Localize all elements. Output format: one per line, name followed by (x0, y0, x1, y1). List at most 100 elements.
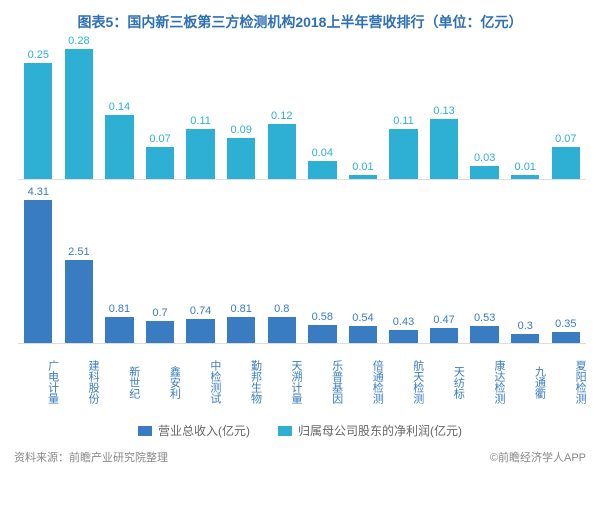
value-label: 0.11 (180, 115, 221, 127)
value-label: 0.47 (424, 314, 465, 326)
legend-item: 营业总收入(亿元) (138, 422, 250, 439)
bar (268, 124, 296, 180)
bar (308, 161, 336, 180)
legend-label: 营业总收入(亿元) (158, 422, 250, 439)
bar (470, 166, 498, 180)
x-axis-label: 鑫安利 (140, 350, 181, 414)
bar-slot: 0.58 (302, 325, 343, 344)
bar-slot: 0.7 (140, 321, 181, 344)
bar-slot: 0.54 (343, 326, 384, 344)
footer: 资料来源：前瞻产业研究院整理 ©前瞻经济学人APP (0, 439, 600, 465)
bar-slot: 0.25 (18, 63, 59, 180)
x-axis-label: 中检测试 (180, 350, 221, 414)
source-text: 资料来源：前瞻产业研究院整理 (14, 449, 168, 465)
x-axis-label: 天纺标 (424, 350, 465, 414)
bar-slot: 0.11 (180, 129, 221, 180)
bar (430, 328, 458, 344)
bar (65, 49, 93, 180)
bar-slot: 0.09 (221, 138, 262, 180)
value-label: 0.01 (343, 161, 384, 173)
bar (65, 260, 93, 344)
legend-label: 归属母公司股东的净利润(亿元) (298, 422, 462, 439)
value-label: 0.25 (18, 49, 59, 61)
bar-slot: 4.31 (18, 200, 59, 344)
x-axis-label: 夏阳检测 (546, 350, 587, 414)
x-axis-label: 九通衢 (505, 350, 546, 414)
value-label: 0.07 (546, 133, 587, 145)
value-label: 0.13 (424, 105, 465, 117)
bar (227, 317, 255, 344)
bar (186, 319, 214, 344)
x-axis-label: 倍通检测 (343, 350, 384, 414)
bar (389, 129, 417, 180)
bar-slot: 0.14 (99, 115, 140, 180)
value-label: 0.81 (221, 303, 262, 315)
value-label: 0.09 (221, 124, 262, 136)
value-label: 0.81 (99, 303, 140, 315)
value-label: 0.53 (464, 312, 505, 324)
x-axis-label: 广电计量 (18, 350, 59, 414)
value-label: 2.51 (59, 246, 100, 258)
value-label: 0.04 (302, 147, 343, 159)
bar-slot: 0.11 (383, 129, 424, 180)
value-label: 0.3 (505, 320, 546, 332)
bar-slot: 0.43 (383, 330, 424, 344)
bar (268, 317, 296, 344)
bar (146, 147, 174, 180)
bar-slot: 0.47 (424, 328, 465, 344)
baseline (18, 343, 586, 344)
legend-swatch (138, 426, 152, 436)
value-label: 0.07 (140, 133, 181, 145)
x-axis-label: 天溯计量 (261, 350, 302, 414)
legend: 营业总收入(亿元) 归属母公司股东的净利润(亿元) (0, 422, 600, 439)
revenue-bars: 4.312.510.810.70.740.810.80.580.540.430.… (18, 194, 586, 344)
bar-slot: 0.81 (99, 317, 140, 344)
bar-slot: 0.03 (464, 166, 505, 180)
chart-area: 0.250.280.140.070.110.090.120.040.010.11… (0, 40, 600, 344)
value-label: 0.03 (464, 152, 505, 164)
value-label: 0.43 (383, 316, 424, 328)
x-axis-label: 勤邦生物 (221, 350, 262, 414)
value-label: 0.12 (261, 110, 302, 122)
bar-slot: 0.74 (180, 319, 221, 344)
revenue-panel: 4.312.510.810.70.740.810.80.580.540.430.… (18, 194, 586, 344)
x-axis-label: 康达检测 (464, 350, 505, 414)
value-label: 0.7 (140, 307, 181, 319)
bar-slot: 0.04 (302, 161, 343, 180)
value-label: 0.28 (59, 35, 100, 47)
x-axis-label: 建科股份 (59, 350, 100, 414)
bar-slot: 0.07 (140, 147, 181, 180)
bar (349, 326, 377, 344)
value-label: 0.11 (383, 115, 424, 127)
value-label: 0.35 (546, 318, 587, 330)
bar (430, 119, 458, 180)
x-axis-label: 新世纪 (99, 350, 140, 414)
bar (105, 115, 133, 180)
bar (24, 200, 52, 344)
bar-slot: 0.13 (424, 119, 465, 180)
bar-slot: 0.81 (221, 317, 262, 344)
baseline (18, 179, 586, 180)
bar-slot: 0.28 (59, 49, 100, 180)
profit-bars: 0.250.280.140.070.110.090.120.040.010.11… (18, 40, 586, 180)
x-axis-label: 航天检测 (383, 350, 424, 414)
bar (552, 147, 580, 180)
legend-item: 归属母公司股东的净利润(亿元) (278, 422, 462, 439)
copyright-text: ©前瞻经济学人APP (490, 449, 586, 465)
legend-swatch (278, 426, 292, 436)
bar-slot: 0.07 (546, 147, 587, 180)
profit-panel: 0.250.280.140.070.110.090.120.040.010.11… (18, 40, 586, 180)
bar (146, 321, 174, 344)
bar (389, 330, 417, 344)
value-label: 0.74 (180, 305, 221, 317)
bar (24, 63, 52, 180)
bar (227, 138, 255, 180)
bar-slot: 2.51 (59, 260, 100, 344)
value-label: 0.8 (261, 303, 302, 315)
bar (105, 317, 133, 344)
bar (186, 129, 214, 180)
chart-title: 图表5：国内新三板第三方检测机构2018上半年营收排行（单位：亿元） (0, 0, 600, 40)
bar (470, 326, 498, 344)
bar-slot: 0.53 (464, 326, 505, 344)
bar-slot: 0.12 (261, 124, 302, 180)
